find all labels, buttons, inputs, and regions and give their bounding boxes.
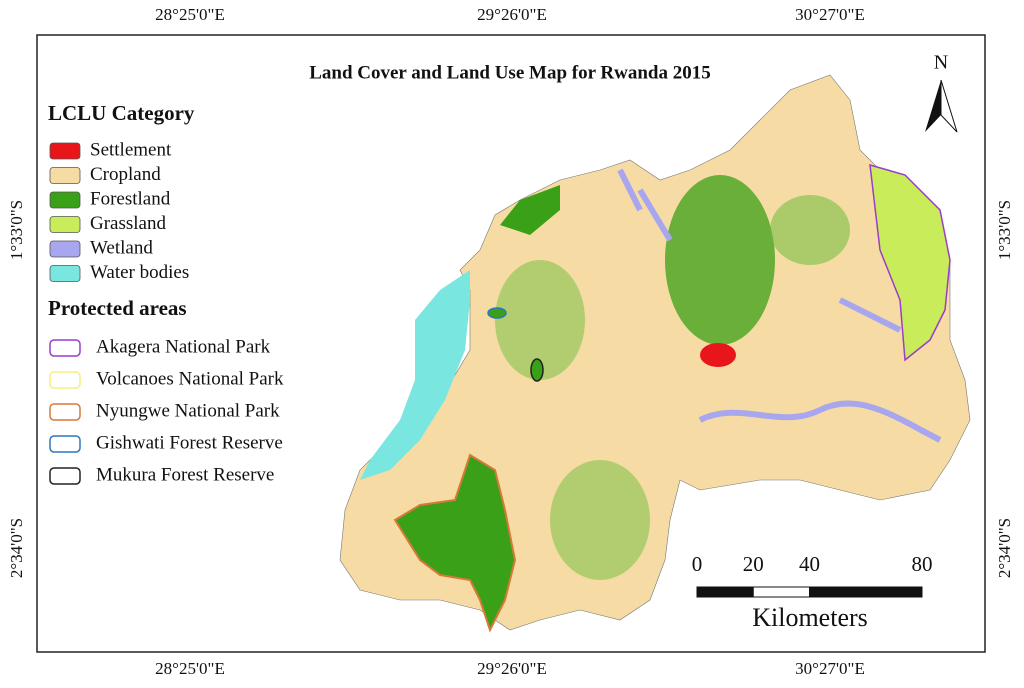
north-label: N [934, 52, 948, 74]
scale-tick-label: 80 [912, 552, 933, 576]
legend-swatch [49, 167, 81, 184]
map-title: Land Cover and Land Use Map for Rwanda 2… [309, 62, 711, 83]
protected-label: Mukura Forest Reserve [96, 464, 274, 485]
protected-swatch [49, 371, 81, 389]
north-arrow-light [940, 79, 958, 133]
forest-northeast [770, 195, 850, 265]
legend-label: Cropland [90, 164, 161, 185]
longitude-label: 29°26'0"E [477, 5, 547, 24]
protected-swatch [49, 339, 81, 357]
legend-swatch [49, 191, 81, 209]
map-body [339, 74, 971, 633]
latitude-label: 2°34'0"S [7, 518, 26, 578]
legend-label: Grassland [90, 213, 166, 234]
latitude-label: 1°33'0"S [995, 200, 1014, 260]
legend-label: Wetland [90, 237, 153, 258]
gishwati-outline [487, 307, 507, 319]
scale-unit: Kilometers [752, 603, 868, 632]
legend-swatch [49, 216, 81, 233]
lake-kivu [360, 270, 470, 480]
mukura-outline [530, 358, 544, 382]
grassland-east [870, 165, 950, 360]
longitude-label: 29°26'0"E [477, 659, 547, 678]
settlement-kigali [700, 343, 736, 367]
protected-label: Nyungwe National Park [96, 400, 280, 421]
longitude-label: 30°27'0"E [795, 5, 865, 24]
protected-swatch [49, 403, 81, 421]
latitude-label: 1°33'0"S [7, 200, 26, 260]
forest-north [500, 185, 560, 235]
longitude-label: 28°25'0"E [155, 5, 225, 24]
nyungwe-park [393, 453, 517, 633]
wetland-lines [617, 168, 942, 443]
legend-label: Forestland [90, 188, 171, 209]
protected-label: Akagera National Park [96, 336, 271, 357]
scale-segment [696, 586, 754, 598]
protected-swatch [49, 467, 81, 485]
latitude-label: 2°34'0"S [995, 518, 1014, 578]
scale-tick-label: 20 [743, 552, 764, 576]
legend-swatch [49, 265, 81, 282]
legend-label: Settlement [90, 139, 172, 160]
protected-label: Gishwati Forest Reserve [96, 432, 283, 453]
forest-west [495, 260, 585, 380]
legend-title: LCLU Category [48, 101, 195, 125]
akagera-outline [869, 163, 951, 362]
forest-south [550, 460, 650, 580]
longitude-label: 28°25'0"E [155, 659, 225, 678]
longitude-label: 30°27'0"E [795, 659, 865, 678]
legend-swatch [49, 142, 81, 160]
scale-tick-label: 0 [692, 552, 703, 576]
scale-segment [752, 586, 810, 598]
legend-label: Water bodies [90, 262, 189, 283]
protected-swatch [49, 435, 81, 453]
scale-tick-label: 40 [799, 552, 820, 576]
scale-segment [809, 586, 923, 598]
protected-title: Protected areas [48, 296, 187, 320]
protected-label: Volcanoes National Park [96, 368, 284, 389]
legend-swatch [49, 240, 81, 258]
forest-central [665, 175, 775, 345]
